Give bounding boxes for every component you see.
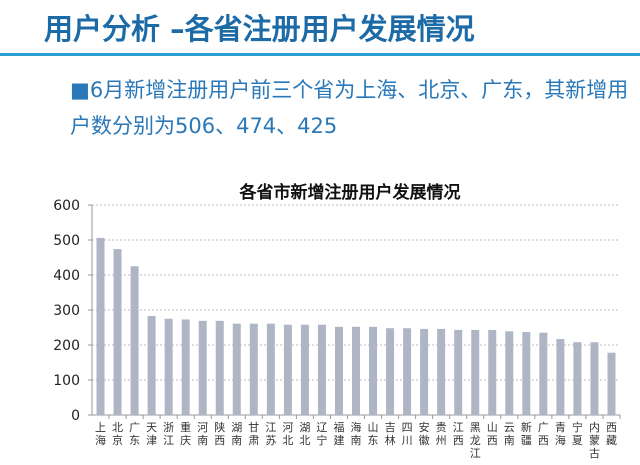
bar-河南 <box>198 320 207 415</box>
x-tick-label: 海南 <box>351 420 362 447</box>
x-tick-label: 北京 <box>112 421 123 447</box>
bar-黑龙江 <box>471 329 480 415</box>
x-tick-label: 西藏 <box>606 421 617 447</box>
x-tick-label: 重庆 <box>180 420 191 447</box>
x-tick-label: 浙江 <box>163 421 174 447</box>
bar-山东 <box>369 326 378 415</box>
summary-text: ■6月新增注册用户前三个省为上海、北京、广东，其新增用户数分别为506、474、… <box>70 78 629 138</box>
x-tick-label: 青海 <box>555 421 566 447</box>
x-tick-label: 山东 <box>368 421 379 447</box>
x-tick-label: 山西 <box>487 421 498 447</box>
x-tick-label: 陕西 <box>214 420 225 447</box>
x-tick-label: 福建 <box>333 420 344 447</box>
x-tick-label: 湖南 <box>231 421 242 447</box>
bar-四川 <box>403 328 412 415</box>
bar-内蒙古 <box>590 342 599 415</box>
x-tick-label: 甘肃 <box>248 421 259 447</box>
bar-重庆 <box>181 319 190 415</box>
bar-湖北 <box>300 324 309 415</box>
bar-陕西 <box>215 320 224 415</box>
x-tick-label: 安徽 <box>419 420 430 447</box>
x-tick-label: 湖北 <box>299 421 310 447</box>
x-tick-label: 云南 <box>504 421 515 447</box>
page-title: 用户分析 –各省注册用户发展情况 <box>44 12 475 46</box>
bar-江西 <box>454 329 463 415</box>
x-tick-label: 天津 <box>146 421 157 447</box>
bar-湖南 <box>232 323 241 415</box>
x-tick-label: 广西 <box>538 421 549 447</box>
x-tick-label: 吉林 <box>385 421 396 447</box>
bar-浙江 <box>164 318 173 415</box>
chart-title: 各省市新增注册用户发展情况 <box>239 182 461 203</box>
bar-宁夏 <box>573 342 582 415</box>
bar-甘肃 <box>249 323 258 415</box>
bar-天津 <box>147 315 156 415</box>
x-tick-label: 河南 <box>197 421 208 447</box>
x-tick-label: 辽宁 <box>316 421 327 447</box>
x-tick-label: 四川 <box>402 421 413 447</box>
y-tick-label: 400 <box>53 268 80 284</box>
bar-上海 <box>96 237 105 415</box>
bar-北京 <box>113 249 122 415</box>
x-tick-label: 贵州 <box>436 421 447 447</box>
bar-山西 <box>488 329 497 415</box>
bar-辽宁 <box>317 324 326 415</box>
bar-贵州 <box>437 328 446 415</box>
x-tick-label: 江西 <box>453 421 464 447</box>
x-tick-label: 河北 <box>282 421 293 447</box>
bar-福建 <box>334 326 343 415</box>
x-tick-label: 新疆 <box>521 420 532 447</box>
bar-广西 <box>539 332 548 415</box>
x-tick-label: 江苏 <box>265 421 276 447</box>
bar-广东 <box>130 266 139 415</box>
bar-安徽 <box>420 328 429 415</box>
bar-青海 <box>556 339 565 415</box>
bar-河北 <box>283 324 292 415</box>
bar-江苏 <box>266 323 275 415</box>
x-tick-label: 内蒙古 <box>589 420 600 460</box>
x-tick-label: 黑龙江 <box>470 421 481 460</box>
bar-吉林 <box>386 328 395 415</box>
x-tick-label: 宁夏 <box>572 420 583 447</box>
bar-云南 <box>505 331 514 415</box>
y-tick-label: 500 <box>53 233 80 249</box>
bar-新疆 <box>522 332 531 415</box>
x-tick-label: 上海 <box>95 421 106 447</box>
y-tick-label: 600 <box>53 198 80 214</box>
bar-西藏 <box>607 352 616 415</box>
y-tick-label: 0 <box>71 408 80 424</box>
bar-海南 <box>352 326 360 415</box>
y-tick-label: 300 <box>53 303 80 319</box>
x-tick-label: 广东 <box>129 421 140 447</box>
y-tick-label: 200 <box>53 338 80 354</box>
y-tick-label: 100 <box>53 373 80 389</box>
title-divider <box>0 53 640 56</box>
